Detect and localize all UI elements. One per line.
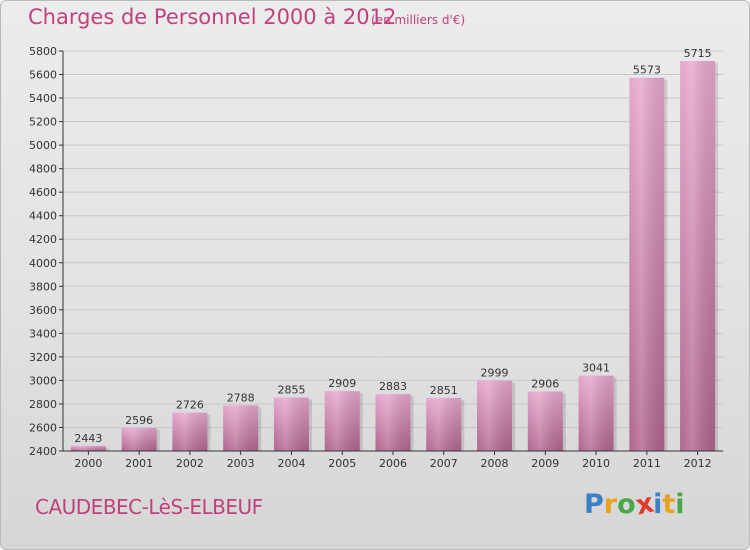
x-tick-label: 2002 xyxy=(176,457,204,470)
data-label-2004: 2855 xyxy=(277,383,305,396)
y-tick-label: 2400 xyxy=(29,445,57,458)
bar-shine xyxy=(578,375,614,451)
bars: 2443 2596 2726 2788 2855 2909 2883 2851 2999 2906… xyxy=(70,47,719,452)
bar-shine xyxy=(70,445,106,451)
logo-letter: i xyxy=(675,489,685,520)
y-tick-label: 5200 xyxy=(29,116,57,129)
location-name: CAUDEBEC-LèS-ELBEUF xyxy=(35,495,263,519)
bar-shine xyxy=(273,397,309,451)
bar-shine xyxy=(172,412,208,451)
y-tick-label: 4400 xyxy=(29,210,57,223)
axes xyxy=(62,51,723,452)
x-tick-label: 2003 xyxy=(227,457,255,470)
data-label-2012: 5715 xyxy=(684,47,712,60)
bar-shine xyxy=(527,391,563,451)
data-label-2000: 2443 xyxy=(74,432,102,445)
y-tick-label: 3200 xyxy=(29,351,57,364)
x-tick-label: 2007 xyxy=(430,457,458,470)
logo-letter: r xyxy=(603,489,618,520)
x-tick-label: 2012 xyxy=(684,457,712,470)
logo-letter: P xyxy=(584,489,604,520)
logo-letter: i xyxy=(653,489,663,520)
x-tick-label: 2005 xyxy=(328,457,356,470)
data-label-2003: 2788 xyxy=(227,391,255,404)
chart-unit-note: (en milliers d'€) xyxy=(371,13,466,27)
y-tick-label: 4600 xyxy=(29,186,57,199)
data-label-2002: 2726 xyxy=(176,399,204,412)
logo-letter: o xyxy=(617,489,636,520)
y-tick-label: 3600 xyxy=(29,304,57,317)
y-tick-label: 5400 xyxy=(29,92,57,105)
y-tick-label: 2600 xyxy=(29,421,57,434)
x-tick-label: 2010 xyxy=(582,457,610,470)
data-label-2006: 2883 xyxy=(379,380,407,393)
x-tick-label: 2011 xyxy=(633,457,661,470)
bar-shine xyxy=(426,397,462,451)
y-tick-label: 4000 xyxy=(29,257,57,270)
x-tick-label: 2004 xyxy=(277,457,305,470)
data-label-2010: 3041 xyxy=(582,362,610,375)
bar-shine xyxy=(375,394,411,451)
bar-shine xyxy=(680,61,716,451)
data-label-2011: 5573 xyxy=(633,64,661,77)
bar-shine xyxy=(121,427,157,451)
chart-title: Charges de Personnel 2000 à 2012 xyxy=(28,5,397,29)
y-axis-ticks: 2400 2600 2800 3000 3200 3400 3600 3800 4000 4200… xyxy=(29,45,63,458)
y-tick-label: 3800 xyxy=(29,280,57,293)
y-tick-label: 5800 xyxy=(29,45,57,58)
bar-shine xyxy=(223,405,259,451)
bar-shine xyxy=(477,380,513,451)
data-label-2009: 2906 xyxy=(531,377,559,390)
y-tick-label: 5600 xyxy=(29,69,57,82)
x-axis-ticks: 2000 2001 2002 2003 2004 2005 2006 2007 2008 2009… xyxy=(74,451,712,470)
x-tick-label: 2001 xyxy=(125,457,153,470)
bar-shine xyxy=(629,77,665,452)
logo-letter: t xyxy=(662,489,676,520)
data-label-2007: 2851 xyxy=(430,384,458,397)
x-tick-label: 2008 xyxy=(481,457,509,470)
y-tick-label: 4200 xyxy=(29,233,57,246)
proxiti-logo: Proxiti xyxy=(584,488,685,522)
y-tick-label: 3400 xyxy=(29,327,57,340)
x-tick-label: 2009 xyxy=(531,457,559,470)
data-label-2008: 2999 xyxy=(481,367,509,380)
y-tick-label: 3000 xyxy=(29,374,57,387)
data-label-2005: 2909 xyxy=(328,377,356,390)
x-tick-label: 2000 xyxy=(74,457,102,470)
data-label-2001: 2596 xyxy=(125,414,153,427)
bar-shine xyxy=(324,391,360,451)
x-tick-label: 2006 xyxy=(379,457,407,470)
y-tick-label: 5000 xyxy=(29,139,57,152)
y-tick-label: 2800 xyxy=(29,398,57,411)
y-tick-label: 4800 xyxy=(29,163,57,176)
